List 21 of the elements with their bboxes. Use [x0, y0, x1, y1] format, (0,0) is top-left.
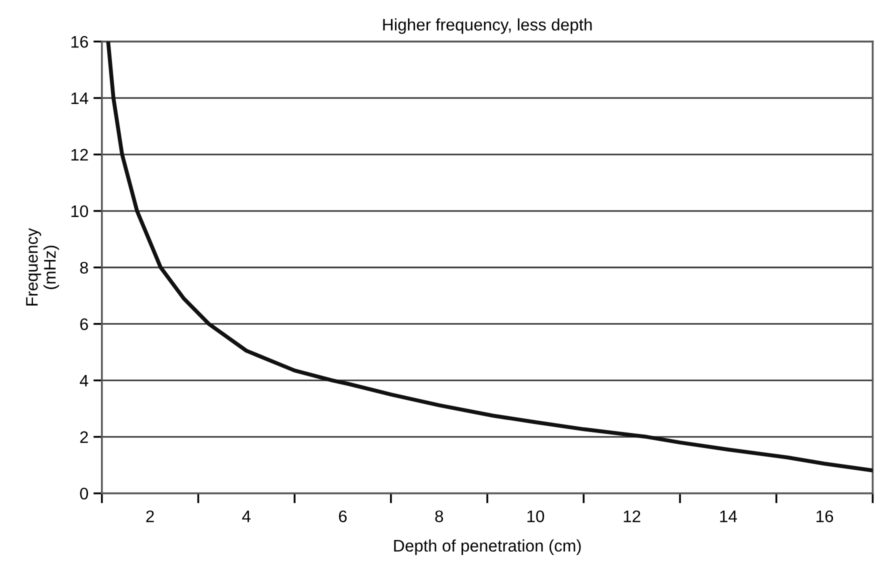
x-tick-label: 12 [624, 510, 640, 522]
y-axis-title: Frequency (mHz) [26, 228, 60, 306]
x-tick-label: 2 [146, 510, 154, 522]
y-tick-label: 12 [71, 148, 88, 161]
x-tick-label: 10 [527, 510, 544, 522]
x-axis-title: Depth of penetration (cm) [394, 539, 581, 555]
y-tick-label: 0 [80, 488, 88, 500]
x-tick-label: 14 [720, 510, 737, 522]
x-tick-label: 6 [338, 510, 347, 522]
x-tick-label: 4 [242, 510, 251, 522]
y-tick-label: 16 [71, 36, 88, 48]
x-tick-label: 8 [435, 510, 444, 522]
y-tick-label: 14 [71, 92, 88, 104]
y-tick-label: 10 [71, 205, 88, 218]
y-tick-label: 2 [80, 431, 88, 443]
x-tick-label: 16 [816, 510, 834, 522]
chart-title: Higher frequency, less depth [383, 18, 592, 34]
y-tick-label: 8 [80, 262, 88, 274]
y-tick-label: 4 [80, 374, 88, 386]
y-tick-label: 6 [80, 318, 88, 330]
line-series [106, 42, 873, 472]
